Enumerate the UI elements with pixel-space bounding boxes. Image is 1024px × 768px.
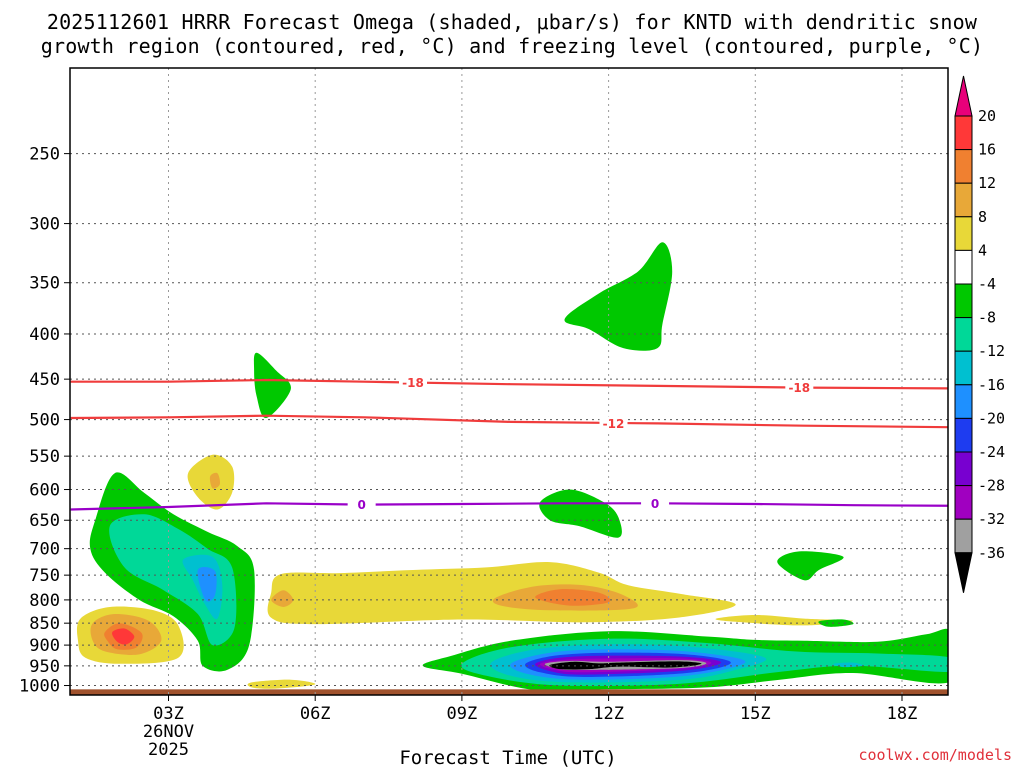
contour-zero-freezing	[70, 502, 948, 511]
contour-label-bg	[641, 496, 670, 511]
y-tick-label-350: 350	[29, 274, 60, 294]
y-tick-label-300: 300	[29, 215, 60, 235]
colorbar-band-9	[954, 384, 973, 419]
colorbar: 20 16 12 8 4 -4 -8 -12 -16 -20 -24 -28 -32 -36	[954, 75, 1005, 593]
colorbar-label-4: 4	[978, 241, 987, 259]
y-tick-label-450: 450	[29, 370, 60, 390]
contour-label-bg	[785, 380, 814, 395]
ground-terrain	[70, 689, 948, 695]
y-tick-label-400: 400	[29, 325, 60, 345]
x-tick-label-12Z: 12Z	[593, 704, 624, 724]
contour-label-bg	[399, 375, 427, 390]
omega-region-red-core-790	[535, 589, 611, 606]
contour-minus-12	[70, 414, 948, 429]
y-tick-label-700: 700	[29, 540, 60, 560]
watermark: coolwx.com/models	[858, 746, 1012, 764]
contour-label-minus-12-0: -12	[603, 417, 625, 431]
x-tick-label-03Z: 03Z	[153, 704, 184, 724]
omega-region-orange-dot-580	[209, 472, 221, 489]
omega-region-blue-core-left	[197, 567, 217, 602]
colorbar-label-5: -4	[978, 275, 996, 293]
colorbar-label-12: -32	[978, 510, 1005, 528]
x-axis-label: Forecast Time (UTC)	[399, 747, 616, 768]
omega-region-green-blob-730	[777, 551, 844, 581]
contour-label-bg	[599, 416, 628, 431]
x-tick-label-06Z: 06Z	[300, 704, 331, 724]
title-line-2: growth region (contoured, red, °C) and f…	[40, 34, 984, 58]
y-tick-label-1000: 1000	[19, 677, 60, 697]
grid-lines	[70, 68, 948, 695]
colorbar-label-0: 20	[978, 107, 996, 125]
omega-region-yellow-tiny-1000	[247, 679, 316, 689]
y-tick-label-250: 250	[29, 145, 60, 165]
omega-region-teal-plume-left	[109, 514, 237, 646]
contour-label-minus-18-1: -18	[788, 381, 810, 395]
plot-area	[70, 242, 948, 695]
colorbar-label-7: -12	[978, 342, 1005, 360]
colorbar-band-13	[954, 518, 973, 554]
omega-region-upper-green-blob	[564, 242, 673, 351]
y-tick-label-850: 850	[29, 614, 60, 634]
omega-region-black-core-950	[549, 661, 702, 670]
plot-frame	[69, 67, 949, 696]
colorbar-band-12	[954, 485, 973, 520]
colorbar-label-2: 12	[978, 174, 996, 192]
colorbar-band-6	[954, 283, 973, 319]
colorbar-label-8: -16	[978, 376, 1005, 394]
y-tick-label-750: 750	[29, 566, 60, 586]
omega-region-yellow-band-780	[267, 562, 736, 625]
y-tick-label-600: 600	[29, 481, 60, 501]
colorbar-band-10	[954, 417, 973, 453]
y-tick-label-950: 950	[29, 657, 60, 677]
colorbar-top-arrow	[954, 75, 973, 117]
colorbar-band-3	[954, 182, 973, 218]
colorbar-label-3: 8	[978, 208, 987, 226]
x-tick-label-18Z: 18Z	[887, 704, 918, 724]
omega-region-cyan-dot-950	[833, 662, 864, 668]
x-date-label-line1: 26NOV	[143, 722, 194, 742]
chart-title: 2025112601 HRRR Forecast Omega (shaded, …	[0, 10, 1024, 58]
colorbar-label-6: -8	[978, 309, 996, 327]
colorbar-label-10: -24	[978, 443, 1005, 461]
omega-region-green-blob-620	[539, 489, 622, 538]
omega-region-green-strip-840	[818, 619, 854, 627]
colorbar-band-11	[954, 451, 973, 487]
colorbar-label-9: -20	[978, 409, 1005, 427]
colorbar-label-13: -36	[978, 544, 1005, 562]
colorbar-band-5	[954, 249, 973, 285]
x-date-label-line2: 2025	[148, 740, 189, 760]
x-tick-label-09Z: 09Z	[447, 704, 478, 724]
y-tick-label-650: 650	[29, 511, 60, 531]
contour-minus-18	[70, 378, 948, 390]
colorbar-band-8	[954, 350, 973, 386]
axes: 2503003504004505005506006507007508008509…	[19, 67, 949, 760]
colorbar-band-7	[954, 317, 973, 352]
colorbar-band-2	[954, 149, 973, 184]
x-tick-label-15Z: 15Z	[740, 704, 771, 724]
contour-label-bg	[347, 497, 376, 512]
omega-region-red-dark-core-870	[112, 628, 135, 645]
title-line-1: 2025112601 HRRR Forecast Omega (shaded, …	[46, 10, 978, 34]
y-tick-label-550: 550	[29, 447, 60, 467]
colorbar-label-11: -28	[978, 477, 1005, 495]
colorbar-bottom-arrow	[954, 552, 973, 593]
contour-lines: -18 -18 -12 0 0	[70, 375, 948, 512]
y-tick-label-900: 900	[29, 636, 60, 656]
y-tick-label-500: 500	[29, 411, 60, 431]
omega-region-orange-left-800	[271, 590, 294, 607]
contour-label-zero-freezing-0: 0	[357, 498, 365, 512]
y-tick-label-800: 800	[29, 591, 60, 611]
colorbar-band-4	[954, 216, 973, 251]
omega-region-small-green-blob-450	[253, 352, 291, 419]
colorbar-band-1	[954, 115, 973, 151]
contour-label-minus-18-0: -18	[402, 376, 424, 390]
contour-label-zero-freezing-1: 0	[651, 497, 659, 511]
colorbar-label-1: 16	[978, 141, 996, 159]
